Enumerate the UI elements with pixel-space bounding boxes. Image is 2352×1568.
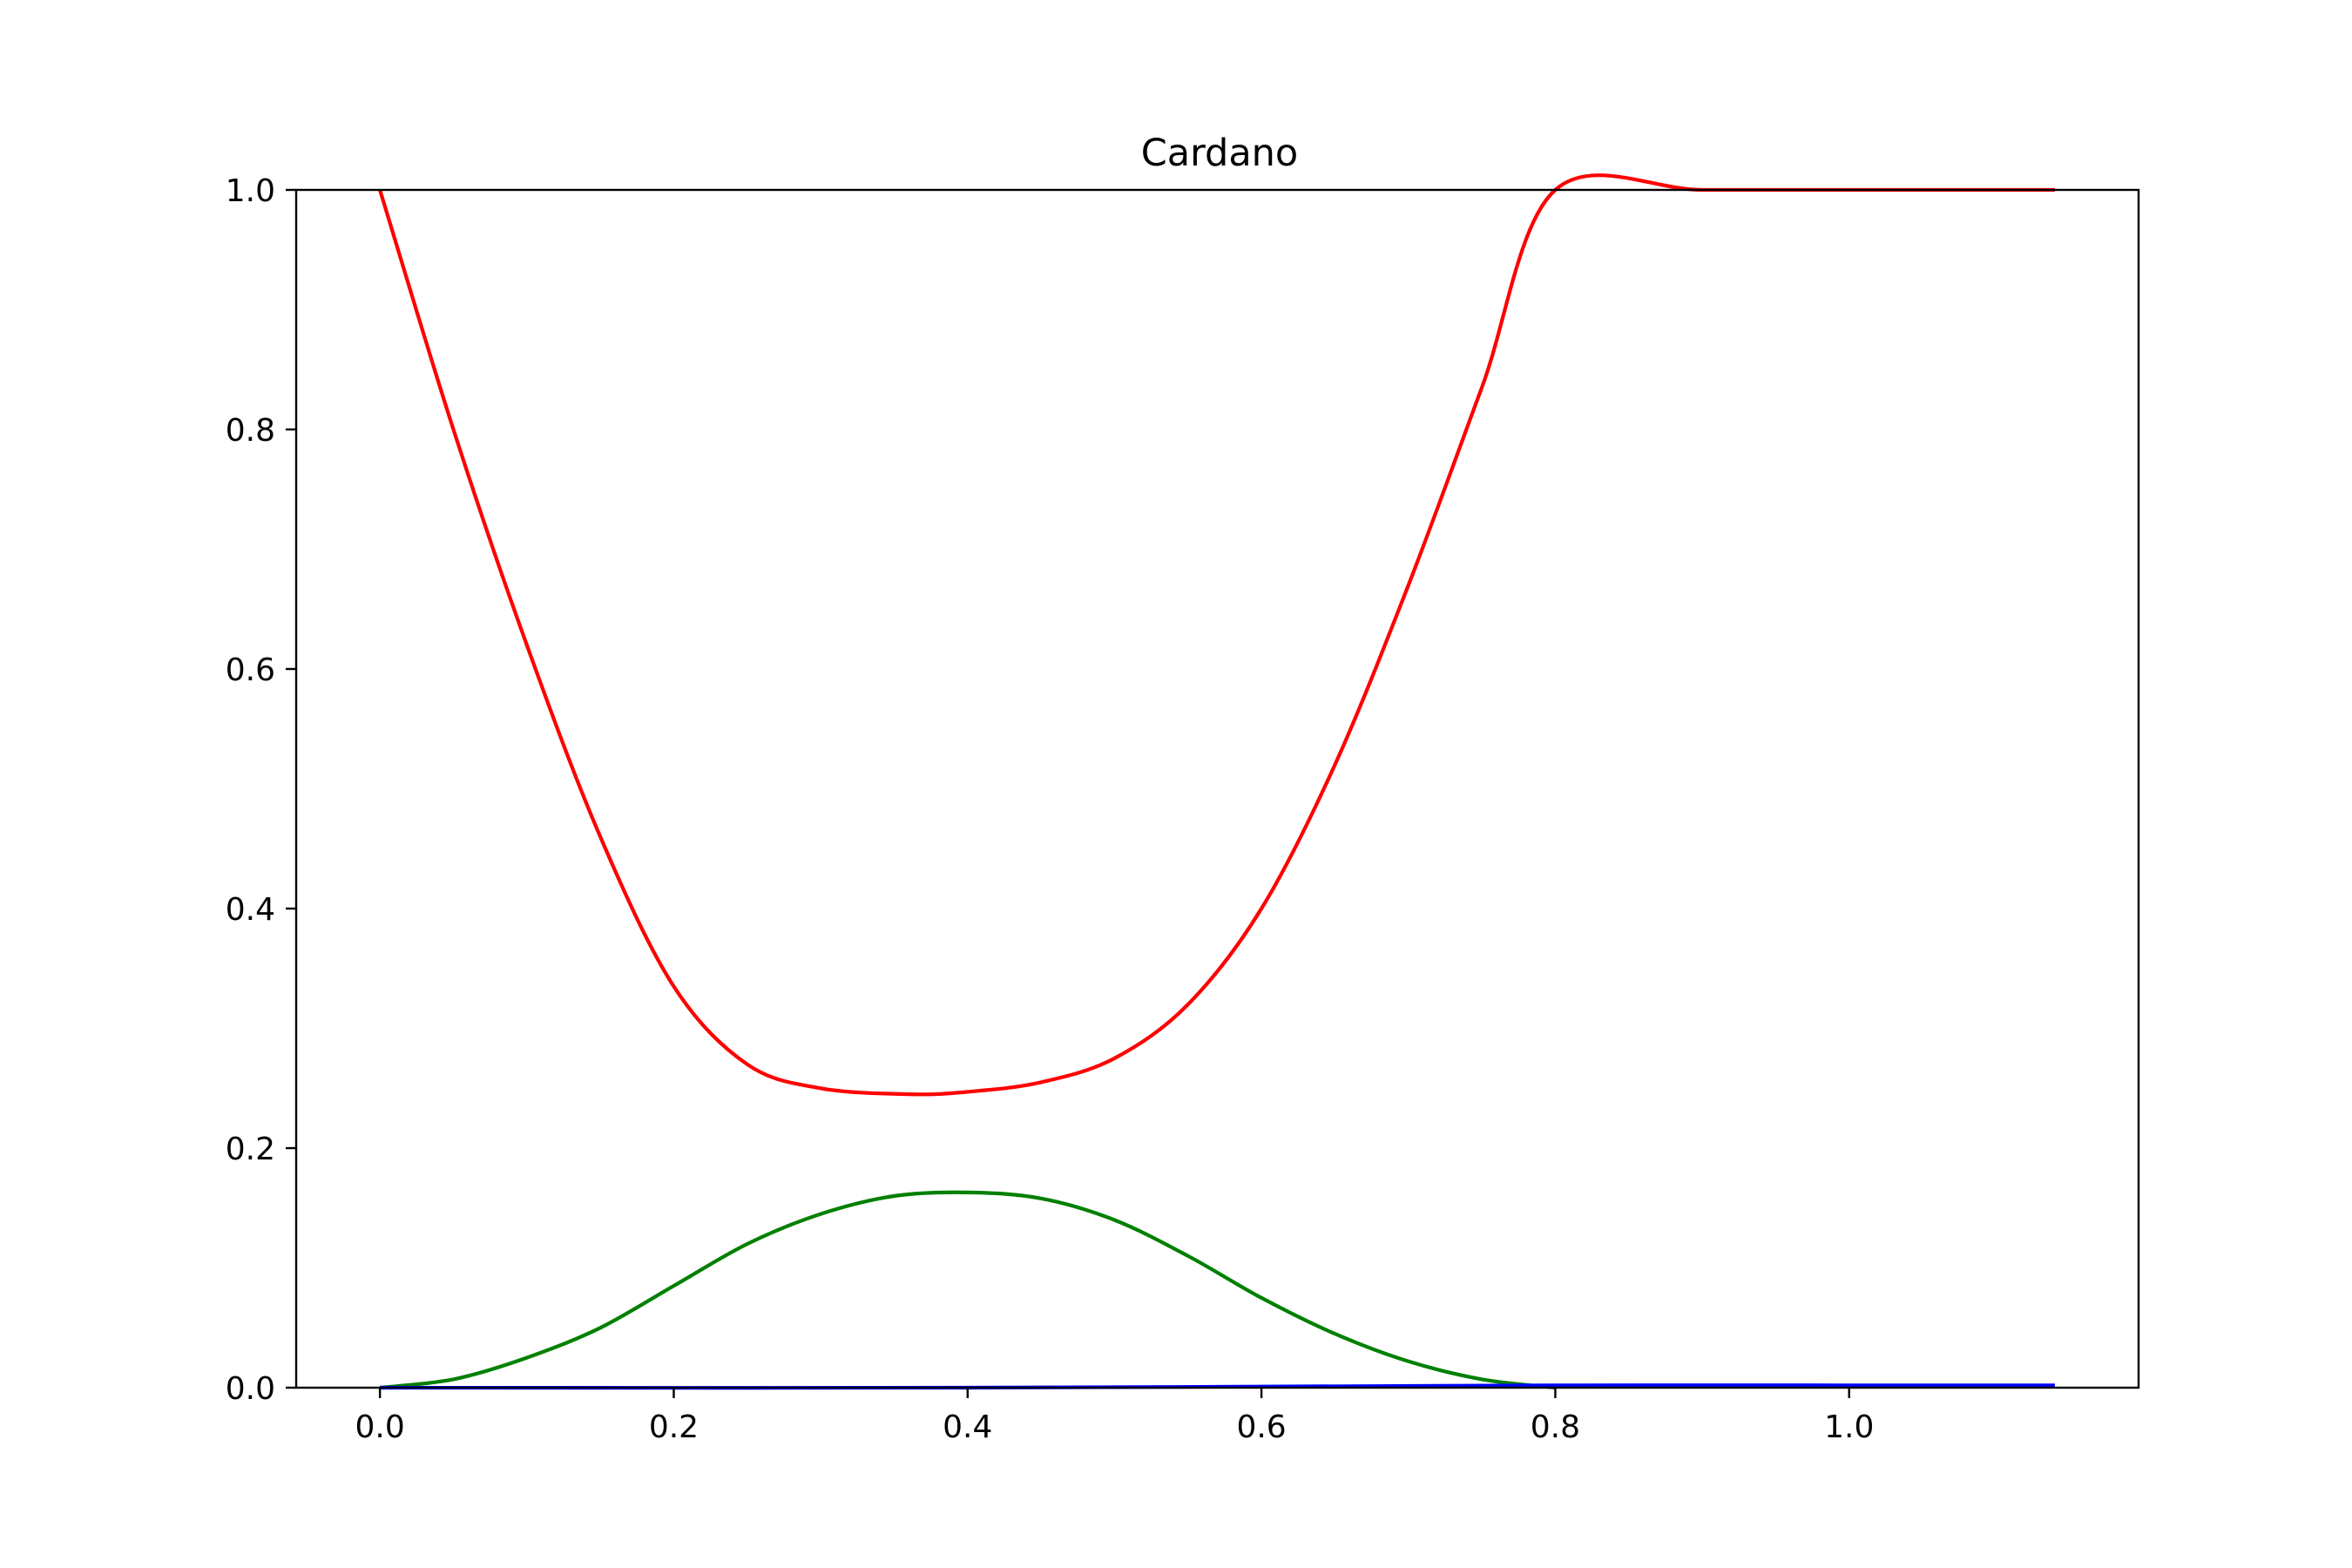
- y-tick-label: 0.0: [226, 1371, 275, 1407]
- x-tick-label: 0.2: [649, 1409, 699, 1445]
- y-tick-label: 0.2: [226, 1132, 275, 1167]
- series-layer: [378, 173, 2055, 1390]
- chart-title: Cardano: [1141, 132, 1299, 175]
- x-tick-label: 0.8: [1531, 1409, 1580, 1445]
- y-tick-label: 0.4: [226, 892, 275, 928]
- x-tick-label: 0.6: [1236, 1409, 1286, 1445]
- series-line-2: [379, 1190, 1556, 1390]
- y-tick-label: 0.8: [226, 413, 275, 449]
- y-tick-label: 1.0: [226, 173, 275, 209]
- x-tick-label: 1.0: [1824, 1409, 1874, 1445]
- x-axis: 0.0 0.2 0.4 0.6 0.8 1.0: [355, 1388, 1874, 1445]
- plot-frame: [294, 188, 2140, 1389]
- y-axis: 0.0 0.2 0.4 0.6 0.8 1.0: [226, 173, 296, 1407]
- y-tick-label: 0.6: [226, 652, 275, 688]
- x-tick-label: 0.4: [943, 1409, 992, 1445]
- series-line-1: [378, 173, 2055, 1097]
- x-tick-label: 0.0: [355, 1409, 405, 1445]
